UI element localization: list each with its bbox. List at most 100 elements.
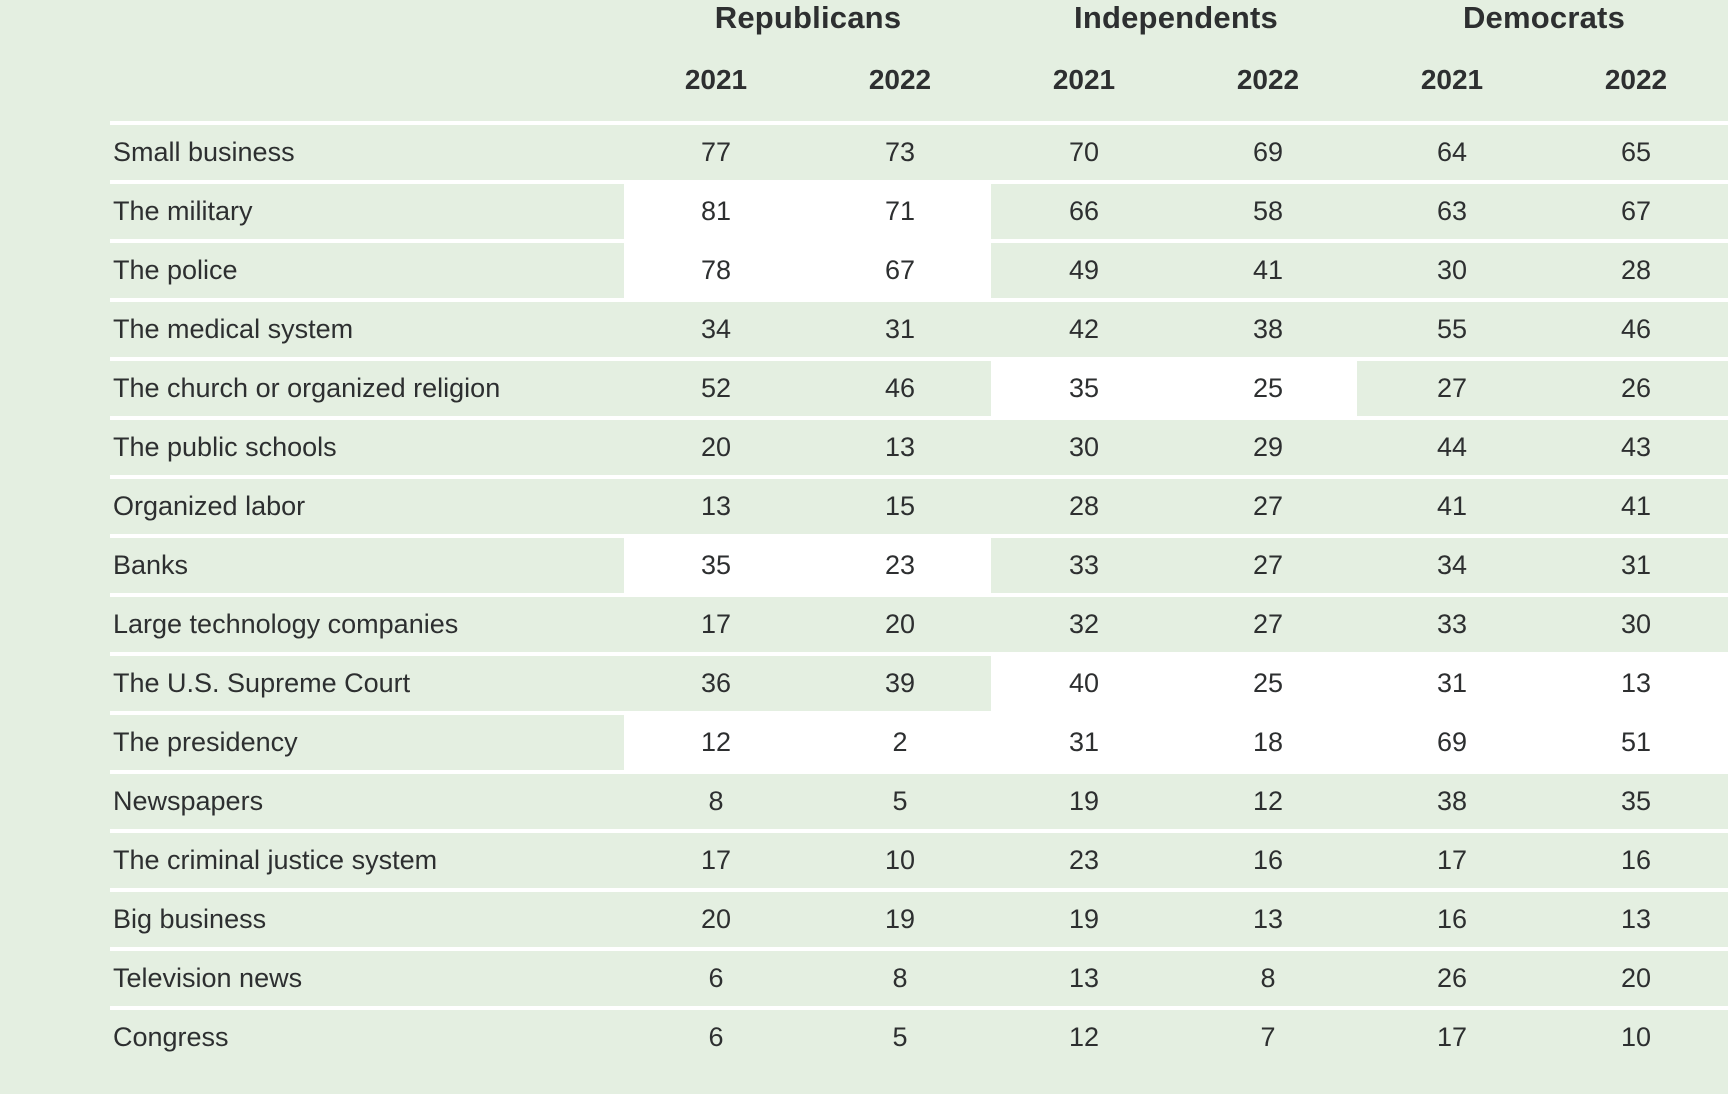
- row-label: Banks: [113, 550, 189, 580]
- value-cell: 49: [1068, 255, 1100, 285]
- value-cell: 31: [1620, 550, 1652, 580]
- table-row: Congress 6 5 12 7 17 10: [0, 1010, 1728, 1065]
- value-cell: 23: [884, 550, 916, 580]
- row-label: The U.S. Supreme Court: [113, 668, 411, 698]
- value-cell: 29: [1252, 432, 1284, 462]
- value-cell: 26: [1620, 373, 1652, 403]
- value-cell: 20: [1620, 963, 1652, 993]
- value-cell: 12: [1068, 1022, 1100, 1052]
- row-label: The church or organized religion: [113, 373, 501, 403]
- value-cell: 40: [1068, 668, 1100, 698]
- value-cell: 25: [1252, 668, 1284, 698]
- group-header-independents: Independents: [1074, 0, 1278, 35]
- value-cell: 30: [1620, 609, 1652, 639]
- value-cell: 70: [1068, 137, 1100, 167]
- value-cell: 23: [1068, 845, 1100, 875]
- value-cell: 27: [1252, 491, 1284, 521]
- value-cell: 34: [700, 314, 732, 344]
- value-cell: 52: [700, 373, 732, 403]
- highlight-independents: [991, 361, 1357, 416]
- value-cell: 5: [892, 786, 908, 816]
- row-label: Congress: [113, 1022, 229, 1052]
- year-header-republicans-2021: 2021: [684, 64, 748, 95]
- row-separator: [110, 947, 1728, 951]
- table-row: The medical system 34 31 42 38 55 46: [0, 302, 1728, 357]
- value-cell: 66: [1068, 196, 1100, 226]
- value-cell: 10: [1620, 1022, 1652, 1052]
- year-header-republicans-2022: 2022: [868, 64, 932, 95]
- value-cell: 73: [884, 137, 916, 167]
- value-cell: 19: [1068, 786, 1100, 816]
- row-separator: [110, 475, 1728, 479]
- table-row: The military 81 71 66 58 63 67: [0, 184, 1728, 239]
- table-row: Big business 20 19 19 13 16 13: [0, 892, 1728, 947]
- value-cell: 35: [1620, 786, 1652, 816]
- value-cell: 58: [1252, 196, 1284, 226]
- value-cell: 17: [1436, 845, 1468, 875]
- highlight-democrats: [1357, 715, 1728, 770]
- value-cell: 19: [884, 904, 916, 934]
- value-cell: 5: [892, 1022, 908, 1052]
- value-cell: 31: [884, 314, 916, 344]
- value-cell: 46: [1620, 314, 1652, 344]
- value-cell: 28: [1068, 491, 1100, 521]
- value-cell: 67: [884, 255, 916, 285]
- value-cell: 69: [1436, 727, 1468, 757]
- value-cell: 8: [892, 963, 908, 993]
- table-row: The police 78 67 49 41 30 28: [0, 243, 1728, 298]
- row-separator: [110, 180, 1728, 184]
- value-cell: 41: [1620, 491, 1652, 521]
- value-cell: 43: [1620, 432, 1652, 462]
- row-label: Large technology companies: [113, 609, 459, 639]
- value-cell: 13: [700, 491, 732, 521]
- row-label: The medical system: [113, 314, 354, 344]
- value-cell: 12: [700, 727, 732, 757]
- row-separator: [110, 416, 1728, 420]
- value-cell: 35: [700, 550, 732, 580]
- value-cell: 38: [1252, 314, 1284, 344]
- value-cell: 13: [1620, 668, 1652, 698]
- table-row: The criminal justice system 17 10 23 16 17 16: [0, 833, 1728, 888]
- table-row: Television news 6 8 13 8 26 20: [0, 951, 1728, 1006]
- table-row: Banks 35 23 33 27 34 31: [0, 538, 1728, 593]
- value-cell: 31: [1068, 727, 1100, 757]
- value-cell: 78: [700, 255, 732, 285]
- value-cell: 63: [1436, 196, 1468, 226]
- highlight-democrats: [1357, 656, 1728, 711]
- year-header-independents-2021: 2021: [1052, 64, 1116, 95]
- value-cell: 26: [1436, 963, 1468, 993]
- value-cell: 17: [700, 609, 732, 639]
- highlight-independents: [991, 715, 1357, 770]
- value-cell: 31: [1436, 668, 1468, 698]
- table-body: Small business 77 73 70 69 64 65 The military 81…: [0, 121, 1728, 1065]
- row-separator: [110, 652, 1728, 656]
- value-cell: 7: [1260, 1022, 1276, 1052]
- year-header-row: 2021 2022 2021 2022 2021 2022: [0, 62, 1728, 98]
- value-cell: 41: [1252, 255, 1284, 285]
- value-cell: 13: [884, 432, 916, 462]
- value-cell: 13: [1620, 904, 1652, 934]
- value-cell: 6: [708, 963, 724, 993]
- value-cell: 19: [1068, 904, 1100, 934]
- group-header-democrats: Democrats: [1462, 0, 1626, 35]
- value-cell: 10: [884, 845, 916, 875]
- row-label: The presidency: [113, 727, 298, 757]
- row-label: Organized labor: [113, 491, 306, 521]
- value-cell: 8: [708, 786, 724, 816]
- row-label: The military: [113, 196, 253, 226]
- value-cell: 65: [1620, 137, 1652, 167]
- year-header-democrats-2021: 2021: [1420, 64, 1484, 95]
- header-spacer: [0, 0, 624, 36]
- year-header-democrats-2022: 2022: [1604, 64, 1668, 95]
- table-row: Small business 77 73 70 69 64 65: [0, 125, 1728, 180]
- value-cell: 30: [1068, 432, 1100, 462]
- value-cell: 27: [1252, 609, 1284, 639]
- row-label: Newspapers: [113, 786, 264, 816]
- year-header-independents-2022: 2022: [1236, 64, 1300, 95]
- value-cell: 41: [1436, 491, 1468, 521]
- value-cell: 44: [1436, 432, 1468, 462]
- value-cell: 27: [1436, 373, 1468, 403]
- value-cell: 69: [1252, 137, 1284, 167]
- value-cell: 20: [884, 609, 916, 639]
